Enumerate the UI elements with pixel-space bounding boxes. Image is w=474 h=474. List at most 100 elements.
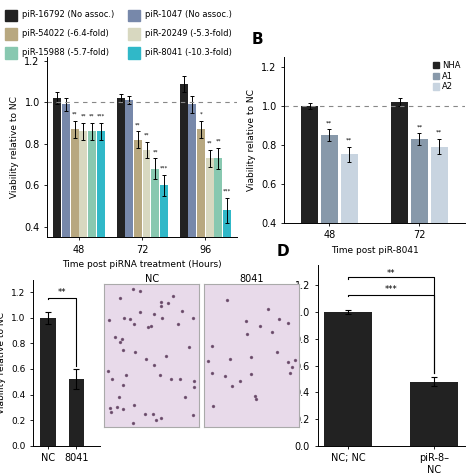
Y-axis label: Viability relative to NC: Viability relative to NC	[10, 96, 19, 198]
Point	[251, 392, 258, 400]
Bar	[340, 155, 358, 301]
Point	[181, 393, 189, 401]
Text: **: **	[72, 112, 77, 117]
FancyBboxPatch shape	[5, 28, 17, 40]
Point	[191, 383, 198, 391]
Point	[136, 309, 143, 316]
Point	[209, 402, 217, 410]
Text: piR-54022 (-6.4-fold): piR-54022 (-6.4-fold)	[22, 29, 109, 38]
Bar	[125, 100, 133, 310]
Text: **: **	[89, 114, 95, 119]
Text: B: B	[252, 32, 264, 46]
Text: piR-16792 (No assoc.): piR-16792 (No assoc.)	[22, 10, 114, 19]
Point	[287, 369, 294, 377]
Bar	[206, 158, 214, 310]
Bar	[180, 84, 188, 310]
Text: **: **	[387, 269, 395, 278]
Text: **: **	[207, 141, 212, 146]
Text: **: **	[436, 130, 442, 135]
Bar	[223, 210, 231, 310]
Point	[275, 315, 283, 323]
Text: ***: ***	[160, 166, 168, 171]
Bar	[117, 98, 125, 310]
Point	[120, 315, 128, 322]
Bar	[189, 104, 196, 310]
Point	[137, 288, 144, 295]
Text: piR-20249 (-5.3-fold): piR-20249 (-5.3-fold)	[146, 29, 232, 38]
Point	[119, 405, 127, 413]
FancyBboxPatch shape	[5, 47, 17, 59]
Text: piR-1047 (No assoc.): piR-1047 (No assoc.)	[146, 10, 232, 19]
Y-axis label: Viability relative to NC: Viability relative to NC	[0, 312, 6, 413]
Bar	[143, 150, 150, 310]
Point	[178, 307, 186, 314]
Title: 8041: 8041	[239, 273, 264, 283]
Point	[118, 335, 126, 342]
Point	[119, 346, 127, 354]
Point	[106, 316, 113, 324]
Bar	[411, 139, 428, 301]
Bar	[54, 98, 61, 310]
Point	[129, 419, 137, 427]
Point	[157, 298, 164, 305]
Point	[167, 375, 174, 383]
Point	[126, 315, 134, 322]
Point	[157, 414, 164, 421]
Point	[285, 358, 292, 366]
Text: **: **	[153, 149, 158, 154]
Point	[150, 310, 158, 318]
Point	[158, 315, 165, 322]
FancyBboxPatch shape	[128, 47, 140, 59]
Point	[221, 372, 229, 379]
Point	[228, 382, 236, 390]
Bar	[134, 140, 142, 310]
FancyBboxPatch shape	[5, 9, 17, 21]
Bar	[391, 102, 409, 301]
Point	[119, 382, 127, 389]
Point	[264, 306, 271, 313]
Text: **: **	[326, 120, 333, 125]
Point	[189, 314, 197, 322]
Point	[204, 357, 212, 365]
Y-axis label: U87 viability relative
to NC (Day 6): U87 viability relative to NC (Day 6)	[270, 308, 289, 403]
Point	[147, 323, 155, 330]
Text: ***: ***	[223, 189, 231, 193]
Point	[156, 371, 164, 379]
Point	[176, 375, 183, 383]
Point	[142, 410, 149, 418]
Point	[273, 348, 281, 356]
Bar	[71, 129, 79, 310]
Point	[174, 320, 182, 328]
Point	[104, 367, 112, 374]
Point	[227, 355, 234, 363]
Point	[117, 294, 124, 302]
Point	[208, 342, 216, 349]
Bar	[40, 318, 55, 446]
Point	[256, 322, 264, 329]
Point	[143, 356, 150, 363]
Text: **: **	[416, 124, 423, 129]
Point	[252, 395, 259, 403]
Text: **: **	[58, 288, 66, 297]
Point	[131, 348, 138, 356]
Text: **: **	[216, 139, 221, 144]
Y-axis label: Viability relative to NC: Viability relative to NC	[247, 89, 256, 191]
Point	[268, 328, 275, 336]
Bar	[62, 104, 70, 310]
Bar	[160, 185, 168, 310]
Point	[243, 330, 251, 338]
Bar	[324, 312, 372, 446]
Point	[291, 356, 299, 364]
Point	[190, 377, 198, 385]
Point	[117, 338, 124, 346]
Bar	[97, 131, 105, 310]
Point	[209, 369, 216, 377]
Point	[247, 353, 255, 361]
Text: ***: ***	[97, 114, 105, 119]
Point	[189, 411, 196, 419]
Point	[288, 364, 296, 371]
Point	[130, 401, 137, 408]
Point	[237, 377, 244, 385]
Text: **: **	[135, 122, 141, 128]
Bar	[321, 135, 338, 301]
